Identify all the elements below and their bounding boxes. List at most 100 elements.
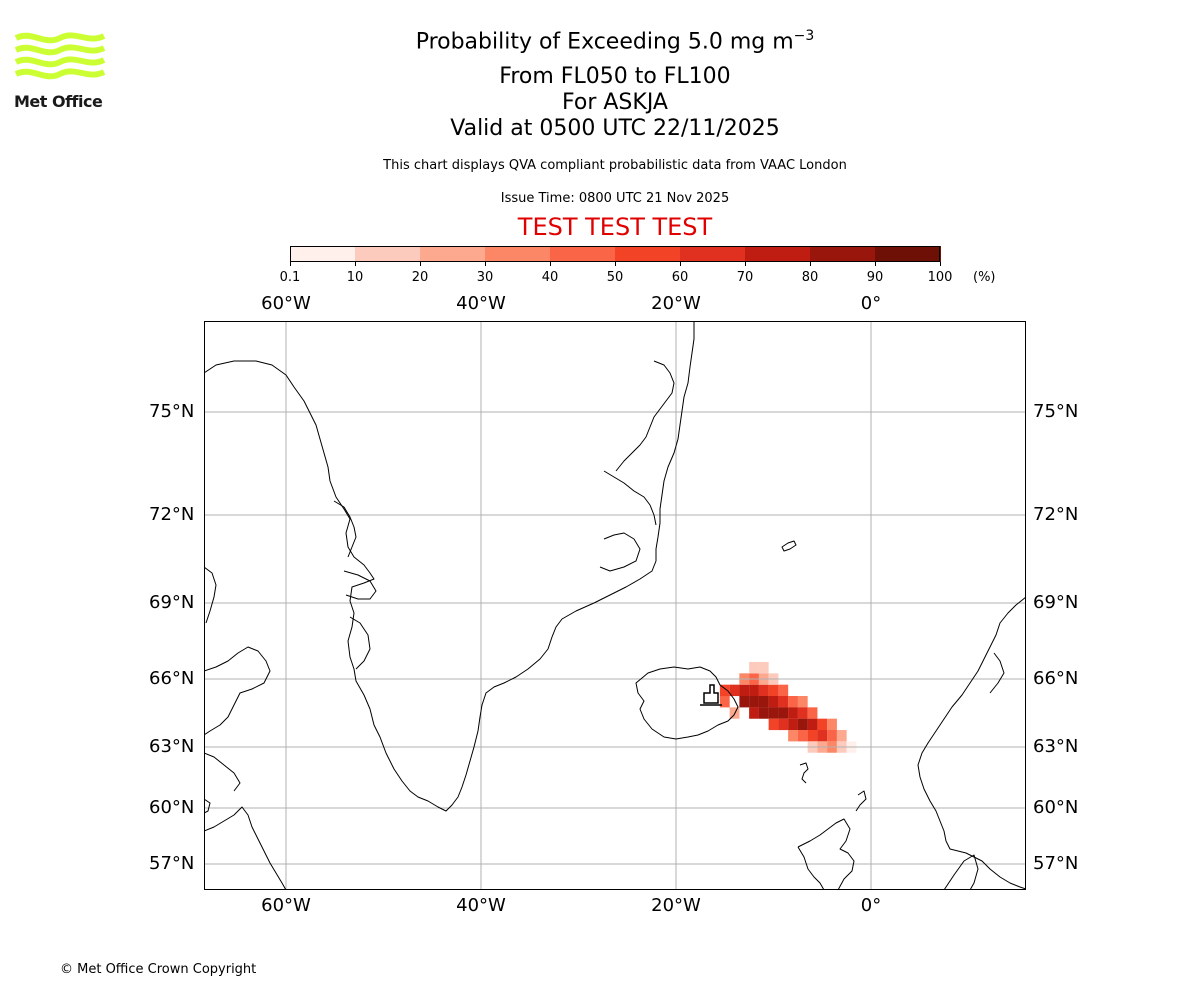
graticule xyxy=(204,321,1026,890)
lat-label-right: 75°N xyxy=(1033,401,1079,422)
colorbar-tick-label: 30 xyxy=(476,270,494,285)
colorbar-tick xyxy=(290,262,291,266)
coastline-scotland-west xyxy=(797,846,825,890)
lat-label-left: 57°N xyxy=(149,853,195,874)
coastline-greenland-fjord xyxy=(333,500,357,558)
lon-label-top: 0° xyxy=(860,293,882,314)
coastline-jan-mayen xyxy=(781,540,797,552)
logo-wave xyxy=(14,68,106,80)
lat-label-right: 69°N xyxy=(1033,592,1079,613)
colorbar-segment xyxy=(420,246,486,262)
colorbar-segment xyxy=(485,246,551,262)
logo-text: Met Office xyxy=(14,92,103,111)
logo-wave xyxy=(14,32,106,44)
lat-label-right: 63°N xyxy=(1033,736,1079,757)
plume-cell xyxy=(797,718,808,731)
lon-label-top: 60°W xyxy=(261,293,311,314)
colorbar-tick xyxy=(485,262,486,266)
coastline-labrador xyxy=(204,752,241,792)
plume-cell xyxy=(797,730,808,742)
coastlines xyxy=(204,321,1026,890)
coastline-labrador xyxy=(204,798,211,814)
colorbar-tick xyxy=(745,262,746,266)
logo-wave xyxy=(14,56,106,68)
coastline-greenland-fjord xyxy=(599,532,641,572)
colorbar-frame xyxy=(290,246,940,262)
coastline-shetland xyxy=(855,790,867,812)
plume-cell xyxy=(827,730,837,742)
colorbar: 0.1 10 20 30 40 50 60 70 80 90 100 (%) xyxy=(280,246,996,286)
colorbar-segment xyxy=(680,246,746,262)
coastline-greenland xyxy=(204,321,695,812)
colorbar-tick xyxy=(875,262,876,266)
chart-title: Probability of Exceeding 5.0 mg m−3 xyxy=(0,28,1200,54)
plume-cell xyxy=(768,718,779,731)
plume-cell xyxy=(817,718,828,731)
lat-label-right: 60°N xyxy=(1033,797,1079,818)
coastline-baffin xyxy=(204,646,271,736)
lat-label-left: 69°N xyxy=(149,592,195,613)
colorbar-tick-label: 90 xyxy=(866,270,884,285)
plume-cell xyxy=(758,696,769,708)
plume-cell xyxy=(768,684,779,697)
colorbar-tick xyxy=(810,262,811,266)
lon-label-top: 20°W xyxy=(651,293,701,314)
lon-label-bottom: 40°W xyxy=(456,895,506,916)
colorbar-tick-label: 40 xyxy=(541,270,559,285)
colorbar-tick xyxy=(615,262,616,266)
map-panel xyxy=(204,321,1026,890)
plume-cell xyxy=(749,661,759,674)
colorbar-segment xyxy=(550,246,616,262)
coastline-greenland-fjord xyxy=(615,360,675,472)
coastline-labrador xyxy=(204,806,287,890)
lat-label-left: 63°N xyxy=(149,736,195,757)
lat-label-right: 66°N xyxy=(1033,668,1079,689)
logo-wave xyxy=(14,44,106,56)
plume-cell xyxy=(788,730,798,742)
plume-cell xyxy=(778,707,789,719)
colorbar-tick xyxy=(550,262,551,266)
met-office-wave-icon xyxy=(14,32,106,80)
coastline-baffin xyxy=(204,566,217,624)
colorbar-segment xyxy=(875,246,941,262)
colorbar-segment xyxy=(355,246,421,262)
plume-cell xyxy=(768,707,779,719)
issue-time: Issue Time: 0800 UTC 21 Nov 2025 xyxy=(500,191,730,206)
plume-cell xyxy=(739,696,750,708)
lat-label-right: 72°N xyxy=(1033,504,1079,525)
plume-cell xyxy=(807,707,818,719)
colorbar-tick-label: 20 xyxy=(411,270,429,285)
plume-cell xyxy=(807,730,818,742)
colorbar-tick-label: 60 xyxy=(671,270,689,285)
coastline-greenland-fjord xyxy=(349,616,371,670)
plume-cell xyxy=(797,707,808,719)
colorbar-ticks: 0.1 10 20 30 40 50 60 70 80 90 100 xyxy=(280,246,952,286)
plume-cell xyxy=(768,696,779,708)
lat-label-left: 60°N xyxy=(149,797,195,818)
coastline-scotland xyxy=(797,818,855,890)
plume-cell xyxy=(817,730,828,742)
coastline-iceland xyxy=(635,666,739,740)
title-sup: −3 xyxy=(793,28,815,44)
title-main: Probability of Exceeding 5.0 mg m xyxy=(415,29,794,55)
lon-label-bottom: 60°W xyxy=(261,895,311,916)
colorbar-tick-label: 70 xyxy=(736,270,754,285)
plume-cell xyxy=(739,684,750,697)
lat-label-right: 57°N xyxy=(1033,853,1079,874)
coastline-denmark xyxy=(943,854,979,890)
colorbar-segment xyxy=(615,246,681,262)
plume-cell xyxy=(758,684,769,697)
colorbar-segment xyxy=(745,246,811,262)
plume-cell xyxy=(778,684,789,697)
colorbar-tick xyxy=(680,262,681,266)
coastline-norway xyxy=(917,596,1026,890)
map-frame xyxy=(204,321,1026,890)
colorbar-segment xyxy=(290,246,356,262)
coastline-faroes xyxy=(799,762,809,784)
plume-cell xyxy=(807,718,818,731)
valid-time: Valid at 0500 UTC 22/11/2025 xyxy=(450,116,780,141)
colorbar-tick-label: 10 xyxy=(346,270,364,285)
lon-label-bottom: 0° xyxy=(860,895,882,916)
colorbar-tick xyxy=(420,262,421,266)
disclaimer: This chart displays QVA compliant probab… xyxy=(383,158,847,173)
